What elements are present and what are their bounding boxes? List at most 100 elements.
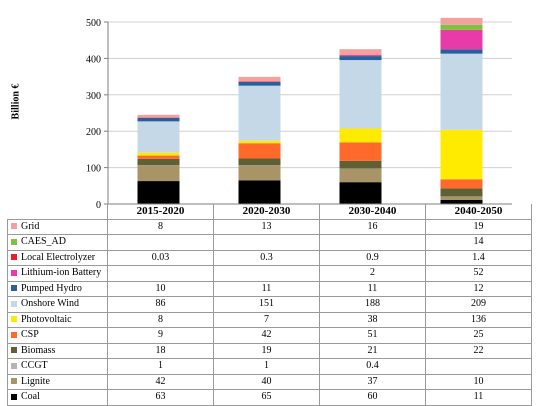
series-name: Lithium-ion Battery: [21, 267, 101, 278]
table-corner: [8, 204, 108, 219]
data-label: 136: [426, 312, 532, 328]
y-tick-label: 200: [86, 127, 101, 138]
data-label: 0.9: [320, 250, 426, 266]
bar-segment: [441, 179, 483, 188]
series-name: Local Electrolyzer: [21, 252, 95, 263]
data-label: 22: [426, 343, 532, 359]
data-label: 7: [214, 312, 320, 328]
series-name: Photovoltaic: [21, 314, 72, 325]
bar-segment: [441, 49, 483, 53]
data-label: 11: [214, 281, 320, 297]
legend-key: [11, 285, 17, 291]
data-label: 13: [214, 219, 320, 235]
legend-key: [11, 378, 17, 384]
bar-segment: [340, 49, 382, 55]
bar-segment: [441, 25, 483, 30]
category-label: 2020-2030: [214, 204, 320, 219]
data-label: 19: [426, 219, 532, 235]
data-label: 0.03: [108, 250, 214, 266]
series-label: Local Electrolyzer: [8, 250, 108, 266]
bar-segment: [441, 30, 483, 31]
bar-segment: [441, 196, 483, 200]
y-axis-label: Billion €: [11, 82, 22, 122]
data-label: 40: [214, 374, 320, 390]
legend-key: [11, 223, 17, 229]
bar-segment: [138, 159, 180, 166]
series-label: Onshore Wind: [8, 297, 108, 313]
bar-segment: [340, 55, 382, 56]
bar-segment: [340, 129, 382, 143]
data-label: 51: [320, 328, 426, 344]
bar-segment: [340, 169, 382, 182]
data-label: 188: [320, 297, 426, 313]
series-name: Biomass: [21, 345, 55, 356]
bar-segment: [340, 60, 382, 128]
data-label: 65: [214, 390, 320, 406]
bar-segment: [340, 182, 382, 204]
legend-key: [11, 332, 17, 338]
bar-segment: [239, 180, 281, 204]
data-label: 9: [108, 328, 214, 344]
data-label: 52: [426, 266, 532, 282]
data-label: [108, 266, 214, 282]
legend-key: [11, 394, 17, 400]
data-label: 209: [426, 297, 532, 313]
data-label: 37: [320, 374, 426, 390]
legend-key: [11, 347, 17, 353]
legend-key: [11, 254, 17, 260]
data-label: 19: [214, 343, 320, 359]
category-label: 2040-2050: [426, 204, 532, 219]
data-label: 8: [108, 219, 214, 235]
y-tick-label: 100: [86, 164, 101, 175]
bar-segment: [239, 77, 281, 82]
data-label: 10: [108, 281, 214, 297]
data-label: 12: [426, 281, 532, 297]
category-label: 2015-2020: [108, 204, 214, 219]
series-label: Biomass: [8, 343, 108, 359]
legend-key: [11, 363, 17, 369]
series-name: CCGT: [21, 360, 48, 371]
bar-segment: [138, 166, 180, 181]
series-label: Photovoltaic: [8, 312, 108, 328]
bar-segment: [441, 130, 483, 180]
legend-key: [11, 270, 17, 276]
legend-key: [11, 239, 17, 245]
bar-segment: [138, 156, 180, 159]
bar-segment: [340, 142, 382, 161]
legend-key: [11, 316, 17, 322]
series-name: CAES_AD: [21, 236, 66, 247]
data-label: [320, 235, 426, 251]
series-name: CSP: [21, 329, 39, 340]
data-label: 151: [214, 297, 320, 313]
data-label: [214, 266, 320, 282]
bar-segment: [239, 141, 281, 144]
data-label: 2: [320, 266, 426, 282]
data-label: 38: [320, 312, 426, 328]
bar-segment: [239, 143, 281, 158]
bar-segment: [239, 86, 281, 141]
series-label: CAES_AD: [8, 235, 108, 251]
data-label: 60: [320, 390, 426, 406]
series-label: CSP: [8, 328, 108, 344]
bar-segment: [441, 188, 483, 196]
series-name: Coal: [21, 391, 40, 402]
data-label: 42: [108, 374, 214, 390]
data-label: 11: [426, 390, 532, 406]
bar-segment: [138, 153, 180, 156]
category-label: 2030-2040: [320, 204, 426, 219]
series-name: Lignite: [21, 376, 50, 387]
bar-segment: [239, 159, 281, 166]
data-label: 86: [108, 297, 214, 313]
data-label: 18: [108, 343, 214, 359]
